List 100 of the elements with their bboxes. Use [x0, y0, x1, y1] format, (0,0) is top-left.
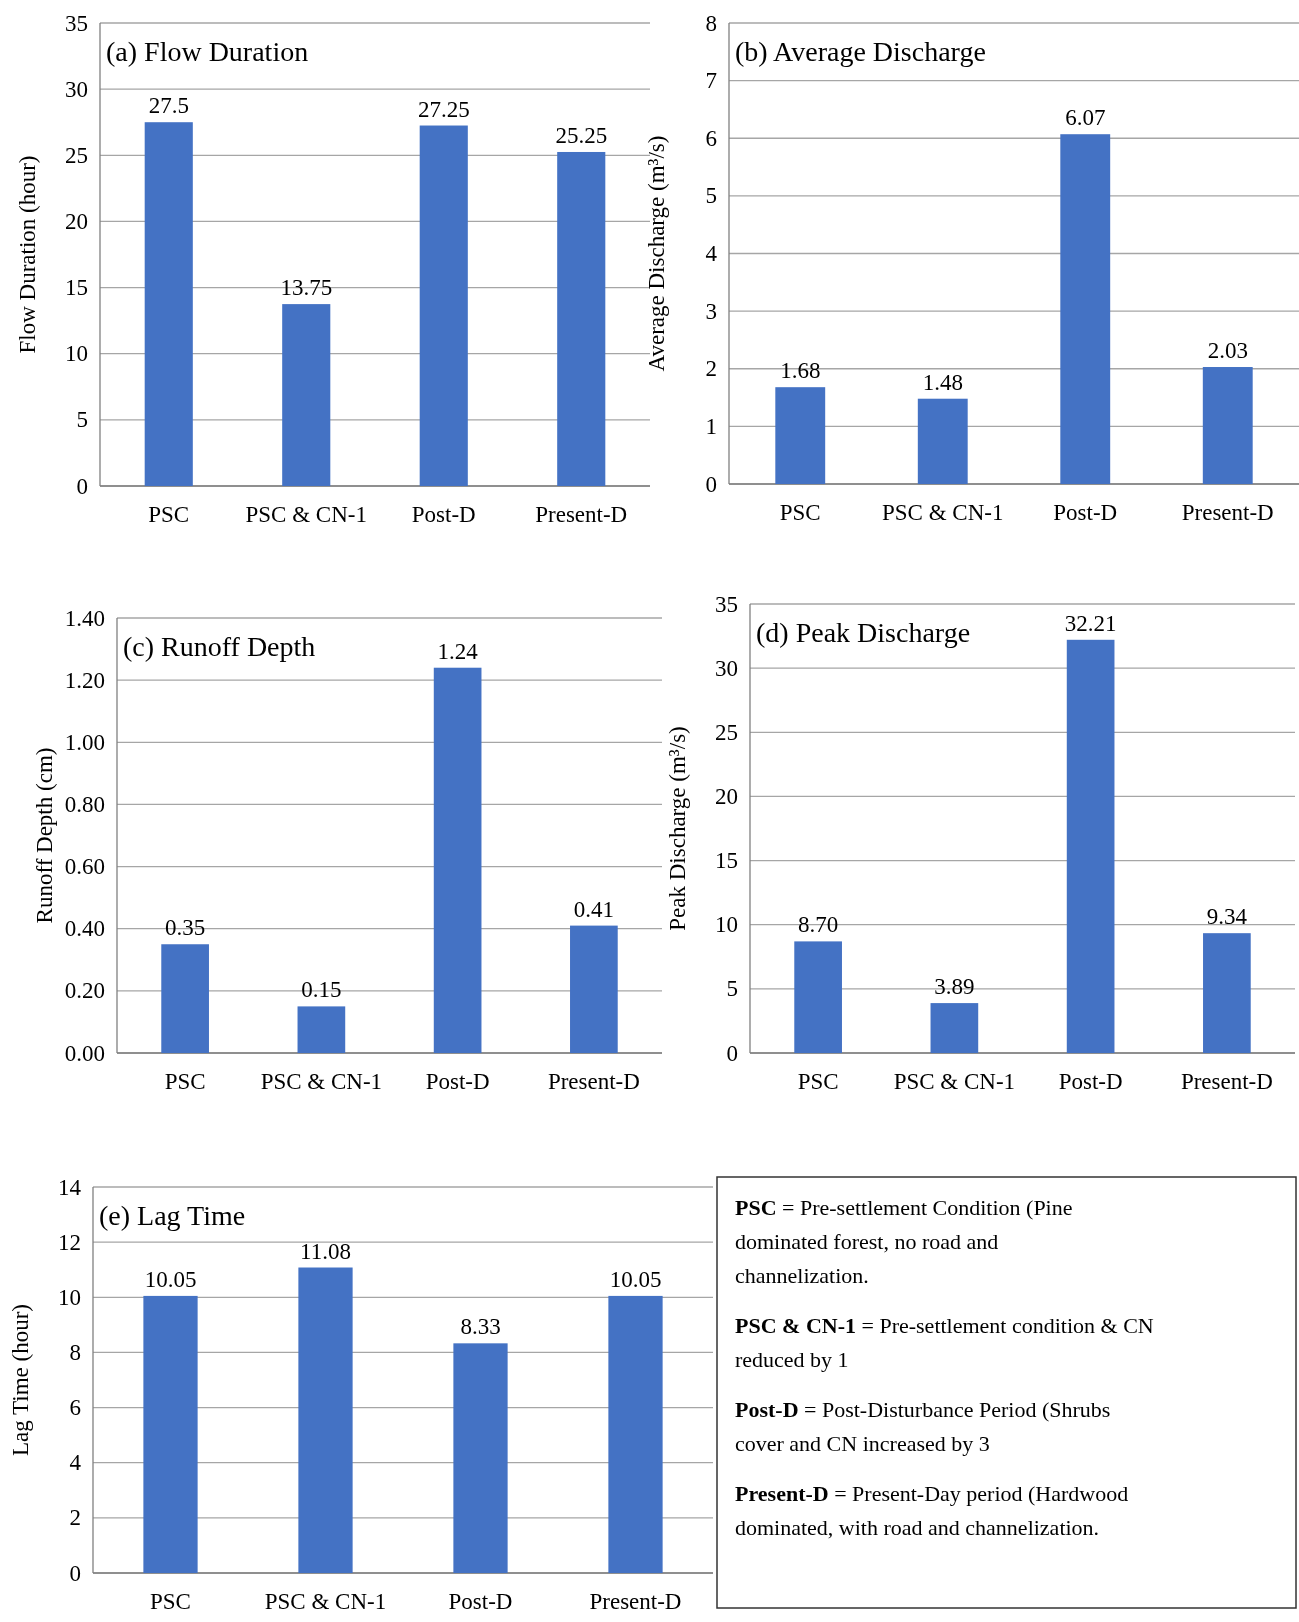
data-label: 13.75 [280, 275, 333, 301]
bar [143, 1295, 198, 1573]
y-tick-label: 2 [705, 356, 717, 382]
y-tick-label: 0.20 [64, 978, 105, 1004]
text: (d) Peak Discharge [756, 617, 971, 648]
y-tick-label: 0 [705, 471, 717, 497]
x-tick-label: Present-D [1180, 1069, 1273, 1094]
data-label: 25.25 [555, 122, 608, 148]
data-label: 1.48 [922, 369, 963, 395]
x-tick-label: PSC [150, 1589, 191, 1614]
y-tick-label: 0 [726, 1040, 738, 1066]
y-tick-label: 5 [705, 183, 717, 209]
y-tick-label: 20 [65, 208, 88, 234]
data-label: 27.5 [148, 93, 189, 119]
y-tick-label: 15 [65, 275, 88, 301]
x-tick-label: Present-D [1181, 500, 1274, 525]
data-label: 1.24 [437, 638, 479, 664]
text: Present-D = Present-Day period (Hardwood dominated, with road and channelization. [735, 1481, 1129, 1540]
data-label: 10.05 [144, 1266, 197, 1292]
x-tick-label: Post-D [1053, 500, 1118, 525]
bar [1202, 367, 1253, 484]
bar [570, 925, 618, 1053]
x-tick-label: PSC & CN-1 [882, 500, 1004, 525]
y-axis-title: Peak Discharge (m³/s) [665, 726, 690, 931]
bar [1060, 134, 1111, 484]
bar [297, 1006, 346, 1053]
data-label: 32.21 [1064, 610, 1117, 636]
data-label: 11.08 [300, 1238, 351, 1264]
y-tick-label: 6 [705, 125, 717, 151]
x-tick-label: PSC & CN-1 [893, 1069, 1016, 1094]
x-tick-label: PSC & CN-1 [260, 1069, 383, 1094]
y-tick-label: 4 [69, 1450, 82, 1476]
bar [161, 944, 209, 1053]
text: (e) Lag Time [99, 1200, 246, 1231]
y-tick-label: 0.80 [64, 791, 105, 817]
y-tick-label: 15 [715, 848, 738, 874]
x-tick-label: Present-D [547, 1069, 640, 1094]
bar [794, 941, 842, 1053]
x-tick-label: PSC [164, 1069, 206, 1094]
y-tick-label: 20 [715, 783, 738, 809]
data-label: 6.07 [1065, 105, 1106, 131]
x-tick-label: Present-D [589, 1589, 682, 1614]
data-label: 3.89 [934, 974, 975, 1000]
x-tick-label: PSC [148, 502, 190, 527]
y-tick-label: 1.00 [64, 729, 105, 755]
y-axis-title: Lag Time (hour) [8, 1303, 33, 1457]
x-tick-label: Post-D [1058, 1069, 1123, 1094]
y-tick-label: 14 [58, 1174, 82, 1200]
bar [144, 122, 193, 486]
text: (a) Flow Duration [106, 36, 309, 67]
bar [453, 1343, 508, 1573]
y-tick-label: 10 [715, 912, 738, 938]
x-tick-label: PSC & CN-1 [264, 1589, 387, 1614]
bar [930, 1003, 979, 1053]
y-tick-label: 1 [705, 413, 717, 439]
y-tick-label: 0.00 [64, 1040, 105, 1066]
x-tick-label: Post-D [448, 1589, 513, 1614]
bar [282, 304, 331, 486]
y-axis-title: Runoff Depth (cm) [32, 747, 57, 924]
y-tick-label: 1.40 [64, 605, 105, 631]
x-tick-label: PSC [779, 500, 821, 525]
y-tick-label: 0 [76, 473, 88, 499]
y-tick-label: 25 [65, 142, 88, 168]
y-tick-label: 10 [65, 341, 88, 367]
text: PSC & CN-1 = Pre-settlement condition & CN reduced by 1 [735, 1313, 1154, 1372]
y-tick-label: 2 [69, 1505, 81, 1531]
y-tick-label: 1.20 [64, 667, 105, 693]
y-tick-label: 10 [58, 1284, 81, 1310]
data-label: 10.05 [609, 1266, 662, 1292]
y-tick-label: 0 [69, 1560, 81, 1586]
data-label: 27.25 [417, 96, 470, 122]
data-label: 0.35 [165, 915, 206, 941]
x-tick-label: PSC [797, 1069, 839, 1094]
data-label: 8.33 [460, 1314, 501, 1340]
bar [775, 387, 826, 484]
x-tick-label: PSC & CN-1 [245, 502, 367, 527]
bar [917, 398, 968, 484]
y-tick-label: 12 [58, 1229, 81, 1255]
data-label: 9.34 [1206, 904, 1248, 930]
data-label: 0.15 [301, 977, 342, 1003]
y-tick-label: 0.60 [64, 854, 105, 880]
y-tick-label: 35 [715, 591, 738, 617]
data-label: 0.41 [573, 896, 614, 922]
y-tick-label: 7 [705, 68, 717, 94]
x-tick-label: Present-D [535, 502, 628, 527]
y-tick-label: 3 [705, 298, 717, 324]
bar [557, 151, 606, 486]
data-label: 2.03 [1207, 338, 1248, 364]
y-axis-title: Average Discharge (m³/s) [644, 135, 669, 372]
text: (c) Runoff Depth [123, 631, 316, 662]
y-tick-label: 30 [65, 76, 88, 102]
y-tick-label: 6 [69, 1395, 81, 1421]
text: PSC = Pre-settlement Condition (Pine dominated forest, no road and channelization. [735, 1195, 1073, 1288]
data-label: 8.70 [798, 912, 839, 938]
y-tick-label: 5 [726, 976, 738, 1002]
text: (b) Average Discharge [735, 36, 986, 67]
y-tick-label: 4 [705, 241, 718, 266]
y-tick-label: 5 [76, 407, 88, 433]
y-tick-label: 8 [705, 10, 717, 36]
bar [419, 125, 468, 486]
